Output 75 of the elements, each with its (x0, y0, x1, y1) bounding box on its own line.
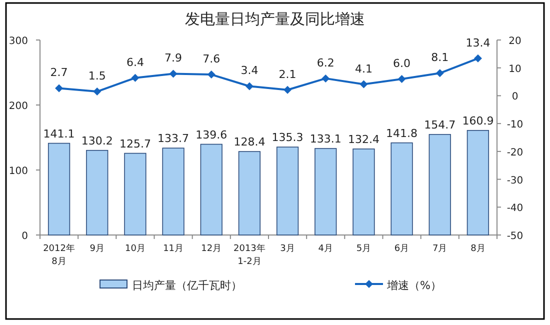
y2-tick-label: -30 (506, 175, 524, 186)
x-tick-label: 7月 (432, 244, 448, 254)
bar (86, 150, 108, 236)
point (169, 70, 178, 78)
y2-tick-label: 10 (508, 64, 522, 75)
x-tick-label: 9月 (90, 244, 104, 254)
point (207, 70, 216, 79)
bar (200, 144, 222, 236)
data-label: 135.3 (272, 131, 304, 144)
bar (276, 146, 299, 236)
data-label: 141.8 (386, 126, 418, 140)
point (55, 84, 64, 92)
point (436, 69, 444, 78)
y2-tick-label: 20 (508, 36, 522, 47)
point (322, 74, 330, 82)
data-label: 125.7 (119, 137, 151, 150)
y-tick-label: 300 (8, 36, 28, 47)
data-label: 6.0 (393, 57, 411, 70)
data-label: 2.1 (278, 68, 296, 81)
data-label: 2.7 (50, 66, 68, 80)
y2-tick-label: -50 (506, 231, 524, 242)
data-label: 130.2 (81, 134, 113, 148)
point (93, 88, 102, 96)
bar (466, 130, 490, 236)
x-tick-label: 12月 (201, 244, 222, 254)
data-label: 128.4 (234, 136, 266, 149)
data-label: 6.4 (126, 56, 144, 69)
y-tick-label: 0 (22, 231, 28, 242)
data-label: 7.6 (202, 52, 220, 66)
bar (238, 151, 261, 236)
x-tick-label: 2012年 8月 (43, 243, 75, 267)
x-tick-label: 10月 (124, 244, 146, 254)
data-label: 1.5 (88, 70, 106, 83)
data-label: 4.1 (354, 62, 372, 76)
data-label: 6.2 (316, 56, 334, 70)
bar (124, 152, 146, 236)
y-tick-label: 200 (8, 101, 28, 112)
legend-label: 增速（%） (386, 279, 442, 292)
point (398, 75, 406, 83)
bar (352, 148, 375, 236)
bar (162, 148, 184, 236)
data-label: 7.9 (164, 52, 182, 65)
x-tick-label: 3月 (280, 244, 295, 254)
y2-tick-label: -10 (506, 120, 524, 131)
x-tick-label: 8月 (470, 244, 486, 254)
data-label: 132.4 (348, 132, 380, 146)
bar (314, 148, 337, 236)
data-label: 133.7 (158, 132, 190, 146)
bar (390, 142, 413, 236)
x-tick-label: 2013年 1-2月 (234, 243, 266, 267)
data-label: 141.1 (43, 127, 75, 140)
point (284, 86, 292, 94)
point (474, 54, 482, 62)
bar (48, 142, 70, 236)
data-label: 160.9 (462, 114, 494, 128)
bar (428, 134, 451, 236)
data-label: 139.6 (196, 128, 228, 142)
x-tick-label: 5月 (356, 244, 372, 254)
y2-tick-label: -20 (506, 147, 524, 158)
data-label: 8.1 (431, 51, 449, 64)
point (360, 80, 368, 88)
point (245, 82, 254, 90)
point (131, 74, 140, 82)
data-label: 133.1 (310, 132, 342, 146)
x-tick-label: 4月 (318, 244, 333, 254)
x-tick-label: 11月 (163, 244, 184, 254)
y-tick-label: 100 (8, 166, 28, 177)
data-label: 3.4 (240, 64, 258, 78)
y2-tick-label: -40 (506, 203, 524, 214)
data-label: 13.4 (466, 36, 490, 50)
data-label: 154.7 (424, 118, 456, 132)
x-tick-label: 6月 (394, 244, 410, 254)
legend-label: 日均产量（亿千瓦时） (132, 279, 242, 292)
chart-title: 发电量日均产量及同比增速 (185, 10, 365, 28)
y2-tick-label: 0 (512, 92, 518, 103)
